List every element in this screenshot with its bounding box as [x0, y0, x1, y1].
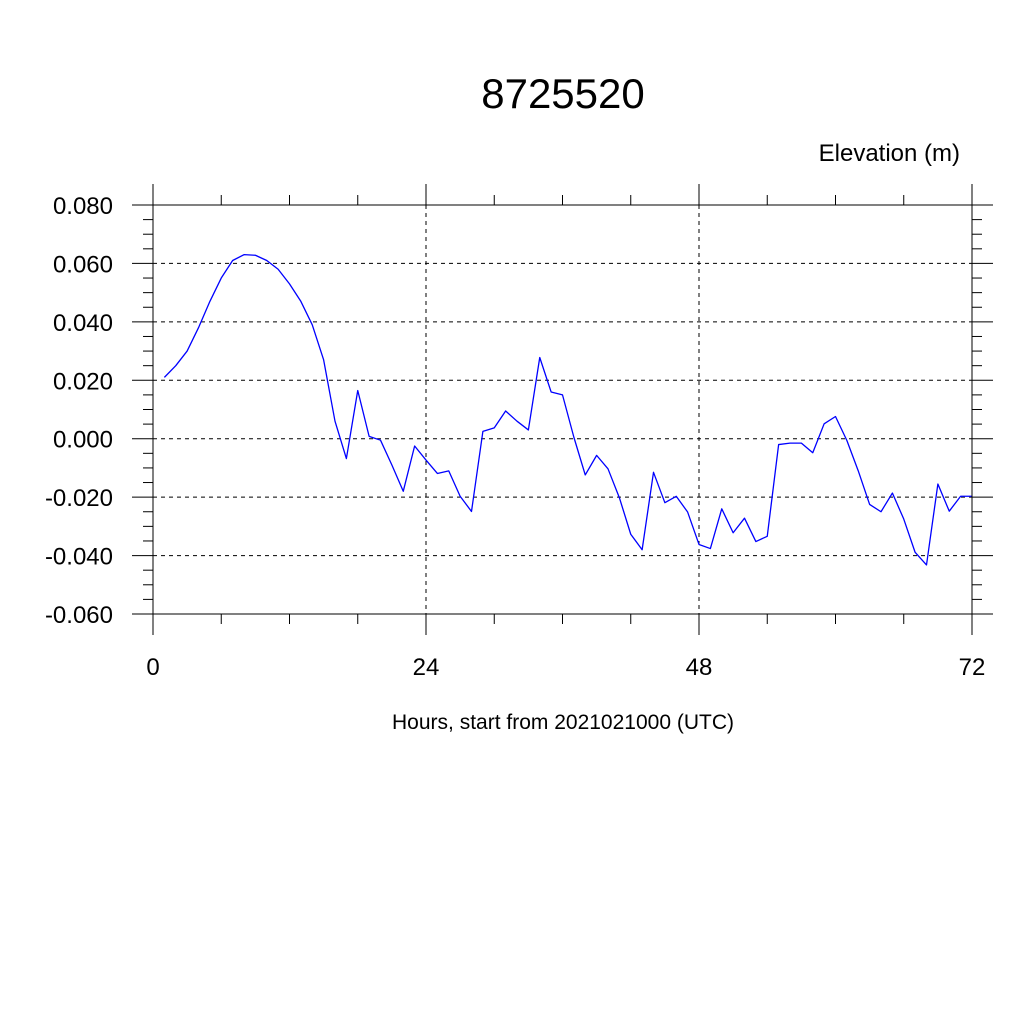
- chart-title: 8725520: [481, 70, 645, 117]
- tick-labels: -0.060 -0.040 -0.020 0.000 0.020 0.040 0.060 0.…: [45, 193, 985, 681]
- y-tick-label: 0.080: [53, 193, 113, 220]
- axes: [132, 184, 993, 635]
- series-layer: [163, 254, 972, 566]
- y-tick-label: -0.020: [45, 485, 113, 512]
- y-tick-label: -0.060: [45, 602, 113, 629]
- y-tick-label: 0.000: [53, 427, 113, 454]
- x-tick-label: 0: [146, 654, 159, 681]
- y-tick-label: 0.060: [53, 251, 113, 278]
- x-axis-label: Hours, start from 2021021000 (UTC): [392, 711, 734, 734]
- series-line: [163, 254, 972, 566]
- y-axis-label: Elevation (m): [819, 140, 960, 167]
- x-tick-label: 72: [959, 654, 986, 681]
- y-tick-label: 0.020: [53, 368, 113, 395]
- y-tick-label: 0.040: [53, 310, 113, 337]
- x-tick-label: 48: [686, 654, 713, 681]
- x-tick-label: 24: [413, 654, 440, 681]
- grid-lines: [153, 204, 972, 615]
- y-tick-label: -0.040: [45, 544, 113, 571]
